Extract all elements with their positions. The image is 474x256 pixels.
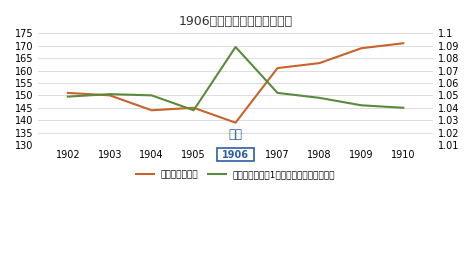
Text: 丙午: 丙午 — [228, 127, 243, 141]
Title: 1906年前後の出生数と男女比: 1906年前後の出生数と男女比 — [179, 15, 292, 28]
Legend: 出生数（万人）, 男女比（女児を1としたときの男児の数）: 出生数（万人）, 男女比（女児を1としたときの男児の数） — [132, 167, 339, 183]
